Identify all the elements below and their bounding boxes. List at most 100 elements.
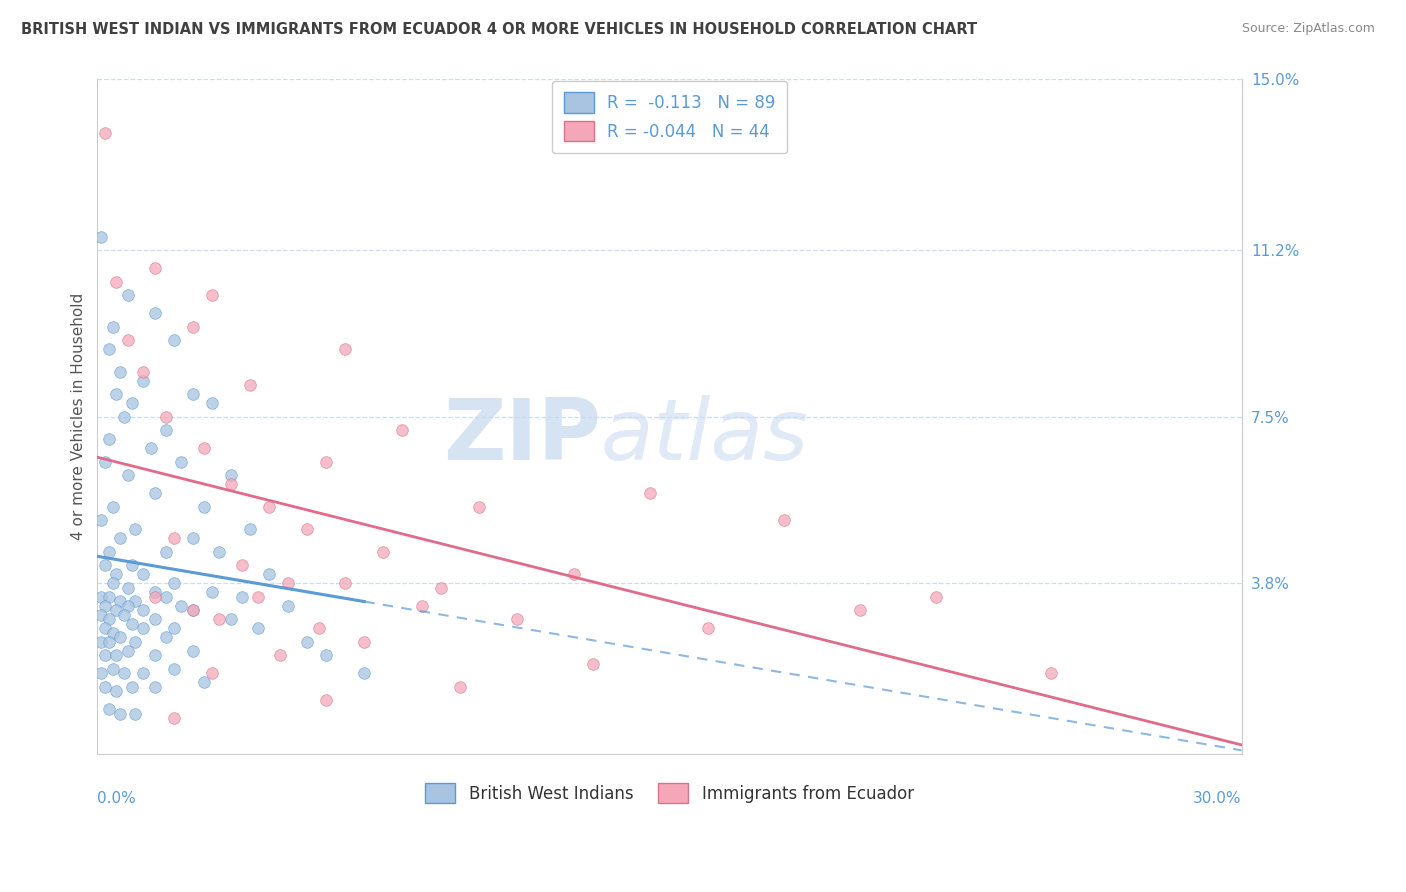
Point [181,603,204,617]
Point [110,630,132,644]
Point [162,662,184,676]
Point [110,365,132,379]
Text: atlas: atlas [600,395,808,478]
Point [117,643,139,657]
Point [143,306,166,320]
Point [155,409,177,424]
Point [277,599,299,613]
Point [121,616,143,631]
Point [90,513,112,527]
Point [201,666,224,681]
Point [94,599,117,613]
Point [90,666,112,681]
Point [143,486,166,500]
Point [97,702,120,716]
Point [162,576,184,591]
Point [269,648,291,663]
Point [193,441,215,455]
Point [105,603,128,617]
Point [97,544,120,558]
Point [239,378,262,392]
Point [925,590,948,604]
Point [124,706,146,721]
Point [315,693,337,707]
Point [181,387,204,401]
Point [97,590,120,604]
Point [1039,666,1062,681]
Point [132,374,155,388]
Point [110,706,132,721]
Point [231,590,253,604]
Point [411,599,433,613]
Point [277,576,299,591]
Point [181,319,204,334]
Point [124,634,146,648]
Point [335,576,357,591]
Point [132,666,155,681]
Point [849,603,872,617]
Point [353,666,375,681]
Point [353,634,375,648]
Point [121,680,143,694]
Point [143,612,166,626]
Point [582,657,605,672]
Point [295,522,318,536]
Point [132,603,155,617]
Point [117,333,139,347]
Point [94,454,117,468]
Point [97,432,120,446]
Point [162,531,184,545]
Point [90,634,112,648]
Point [193,675,215,690]
Text: BRITISH WEST INDIAN VS IMMIGRANTS FROM ECUADOR 4 OR MORE VEHICLES IN HOUSEHOLD C: BRITISH WEST INDIAN VS IMMIGRANTS FROM E… [21,22,977,37]
Point [201,396,224,410]
Point [94,648,117,663]
Point [155,544,177,558]
Point [201,288,224,302]
Point [391,423,413,437]
Legend: British West Indians, Immigrants from Ecuador: British West Indians, Immigrants from Ec… [415,773,924,814]
Point [373,544,395,558]
Point [94,621,117,635]
Point [94,680,117,694]
Point [257,567,280,582]
Point [143,648,166,663]
Text: 30.0%: 30.0% [1194,791,1241,806]
Point [121,558,143,573]
Point [201,585,224,599]
Point [117,581,139,595]
Point [246,621,269,635]
Point [246,590,269,604]
Point [308,621,330,635]
Point [132,365,155,379]
Point [773,513,796,527]
Point [132,621,155,635]
Point [112,607,135,622]
Point [94,558,117,573]
Y-axis label: 4 or more Vehicles in Household: 4 or more Vehicles in Household [72,293,86,541]
Text: 0.0%: 0.0% [97,791,136,806]
Point [101,662,124,676]
Point [640,486,662,500]
Point [124,594,146,608]
Point [143,260,166,275]
Point [97,612,120,626]
Point [105,684,128,698]
Point [110,531,132,545]
Point [155,423,177,437]
Point [170,599,193,613]
Point [97,342,120,356]
Point [208,612,231,626]
Point [239,522,262,536]
Point [155,590,177,604]
Text: ZIP: ZIP [443,395,600,478]
Point [181,643,204,657]
Point [101,576,124,591]
Point [117,468,139,483]
Point [562,567,585,582]
Point [132,567,155,582]
Point [110,594,132,608]
Point [219,612,242,626]
Point [105,648,128,663]
Point [90,607,112,622]
